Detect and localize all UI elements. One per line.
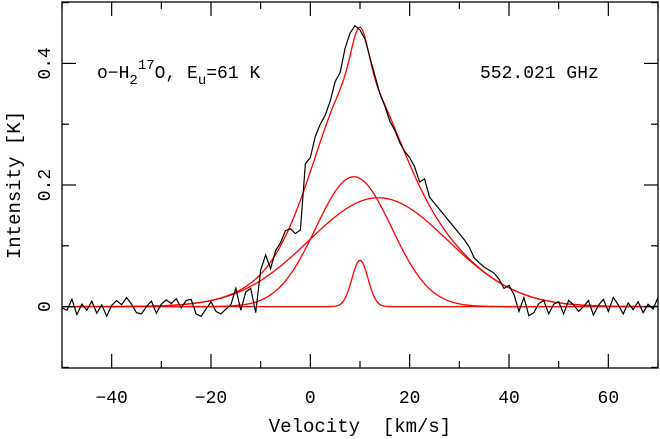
y-tick-label: 0 xyxy=(36,301,56,312)
y-axis-label: Intensity [K] xyxy=(4,111,26,259)
annotation-species: o−H217O, Eu=61 K xyxy=(97,58,260,89)
fit-component-1 xyxy=(62,176,658,308)
x-tick-label: 60 xyxy=(598,389,620,409)
fit-component-3 xyxy=(62,259,658,308)
plot-frame xyxy=(61,1,659,369)
axis-ticks: −40 −20 0 20 40 60 0 0.2 0.4 xyxy=(36,2,659,409)
annotation-frequency: 552.021 GHz xyxy=(480,64,599,84)
y-tick-label: 0.2 xyxy=(36,169,56,201)
observed-spectrum xyxy=(61,24,659,318)
fit-component-2 xyxy=(62,197,658,308)
x-tick-label: −20 xyxy=(195,389,227,409)
x-tick-label: 40 xyxy=(498,389,520,409)
y-tick-label: 0.4 xyxy=(36,47,56,79)
x-tick-label: −40 xyxy=(95,389,127,409)
x-tick-label: 0 xyxy=(305,389,316,409)
x-tick-label: 20 xyxy=(399,389,421,409)
plot-marks xyxy=(61,24,659,318)
x-axis-label: Velocity [km/s] xyxy=(269,416,451,438)
